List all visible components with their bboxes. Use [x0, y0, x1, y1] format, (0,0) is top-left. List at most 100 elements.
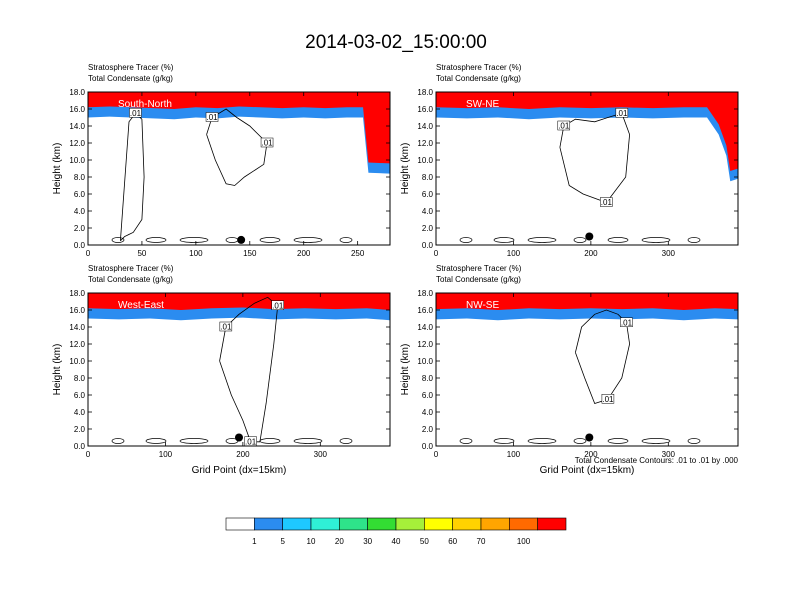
condensate-contour [179, 438, 209, 444]
contour-label-box [615, 108, 629, 118]
condensate-contour [259, 237, 281, 243]
panel-label: NW-SE [466, 300, 499, 311]
y-tick-label: 12.0 [69, 139, 85, 148]
condensate-contour [493, 438, 515, 444]
condensate-contour [339, 438, 353, 444]
contour-label: .01 [130, 109, 142, 118]
colorbar-swatch [509, 517, 538, 531]
x-tick-label: 100 [507, 249, 521, 258]
y-tick-label: 8.0 [422, 173, 434, 182]
y-tick-label: 14.0 [69, 122, 85, 131]
x-tick-label: 200 [297, 249, 311, 258]
condensate-contour [111, 438, 125, 444]
condensate-contour [527, 237, 557, 243]
colorbar-label: 1 [252, 537, 257, 546]
contour-label: .01 [621, 318, 633, 327]
colorbar-label: 5 [280, 537, 285, 546]
panel-title-line: Total Condensate (g/kg) [436, 74, 521, 83]
y-tick-label: 18.0 [417, 88, 433, 97]
contour-label-box [620, 317, 633, 327]
colorbar-swatch [452, 517, 482, 531]
y-tick-label: 0.0 [74, 442, 86, 451]
y-tick-label: 2.0 [74, 425, 86, 434]
y-tick-label: 0.0 [422, 442, 434, 451]
y-tick-label: 4.0 [74, 207, 86, 216]
condensate-contour [339, 237, 353, 243]
colorbar-label: 70 [477, 537, 486, 546]
contour-label-box [600, 197, 613, 207]
y-tick-label: 4.0 [422, 408, 434, 417]
y-axis-label: Height (km) [400, 143, 411, 195]
condensate-contour [687, 438, 701, 444]
panel-title-line: Total Condensate (g/kg) [88, 275, 173, 284]
tracer-cap [436, 293, 738, 310]
condensate-contour [607, 237, 629, 243]
x-axis-label: Grid Point (dx=15km) [192, 465, 287, 476]
condensate-contour [641, 237, 671, 243]
colorbar-swatch [537, 517, 567, 531]
location-marker [237, 235, 246, 244]
condensate-contour [459, 237, 473, 243]
y-tick-label: 2.0 [422, 425, 434, 434]
y-tick-label: 14.0 [417, 122, 433, 131]
y-axis-label: Height (km) [52, 344, 63, 396]
tracer-cap [436, 92, 738, 172]
panel-3: .01 .01 .01 West-East Stratosphere Tracer (%… [52, 264, 391, 476]
tracer-band [88, 92, 390, 174]
y-tick-label: 14.0 [69, 323, 85, 332]
contour-label-box [557, 120, 571, 131]
x-tick-label: 0 [86, 450, 91, 459]
panel-title-line: Stratosphere Tracer (%) [436, 63, 522, 72]
condensate-contour [607, 438, 629, 444]
contour-label: .01 [220, 323, 232, 332]
tracer-band [436, 290, 738, 293]
condensate-contour [145, 237, 167, 243]
condensate-contour [225, 237, 239, 243]
colorbar-swatch [424, 517, 453, 531]
condensate-contour [179, 237, 209, 243]
tracer-cap [88, 92, 390, 164]
colorbar-label: 10 [307, 537, 316, 546]
y-tick-label: 18.0 [69, 88, 85, 97]
contour-label: .01 [558, 122, 570, 131]
colorbar-swatch [254, 517, 283, 531]
tracer-cap [88, 293, 390, 310]
condensate-contour [145, 438, 167, 444]
y-tick-label: 4.0 [74, 408, 86, 417]
condensate-contour [111, 237, 125, 243]
y-tick-label: 8.0 [74, 173, 86, 182]
x-tick-label: 0 [434, 450, 439, 459]
contour-footnote: Total Condensate Contours: .01 to .01 by… [575, 456, 739, 465]
y-tick-label: 18.0 [69, 289, 85, 298]
y-axis-label: Height (km) [400, 344, 411, 396]
y-tick-label: 2.0 [74, 224, 86, 233]
colorbar-swatch [225, 517, 255, 531]
condensate-contour [293, 438, 323, 444]
y-tick-label: 16.0 [417, 105, 433, 114]
location-marker [585, 232, 594, 241]
condensate-contour [259, 438, 281, 444]
y-tick-label: 12.0 [69, 340, 85, 349]
contour-label-box [260, 137, 274, 148]
colorbar-swatch [339, 517, 368, 531]
condensate-contour [493, 237, 515, 243]
plot-frame [87, 292, 391, 447]
x-tick-label: 200 [584, 450, 598, 459]
contour-label: .01 [601, 198, 613, 207]
x-tick-label: 200 [236, 450, 250, 459]
contour-label-box [219, 321, 233, 332]
y-tick-label: 12.0 [417, 340, 433, 349]
figure-title: 2014-03-02_15:00:00 [305, 32, 487, 53]
condensate-contour [293, 237, 323, 243]
plot-area [88, 293, 390, 444]
x-tick-label: 300 [662, 249, 676, 258]
location-marker [235, 433, 243, 442]
plot-area [88, 92, 390, 243]
y-tick-label: 10.0 [417, 156, 433, 165]
colorbar-swatch [367, 517, 397, 531]
condensate-contour [641, 438, 671, 444]
x-tick-label: 0 [434, 249, 439, 258]
location-marker [585, 433, 594, 442]
